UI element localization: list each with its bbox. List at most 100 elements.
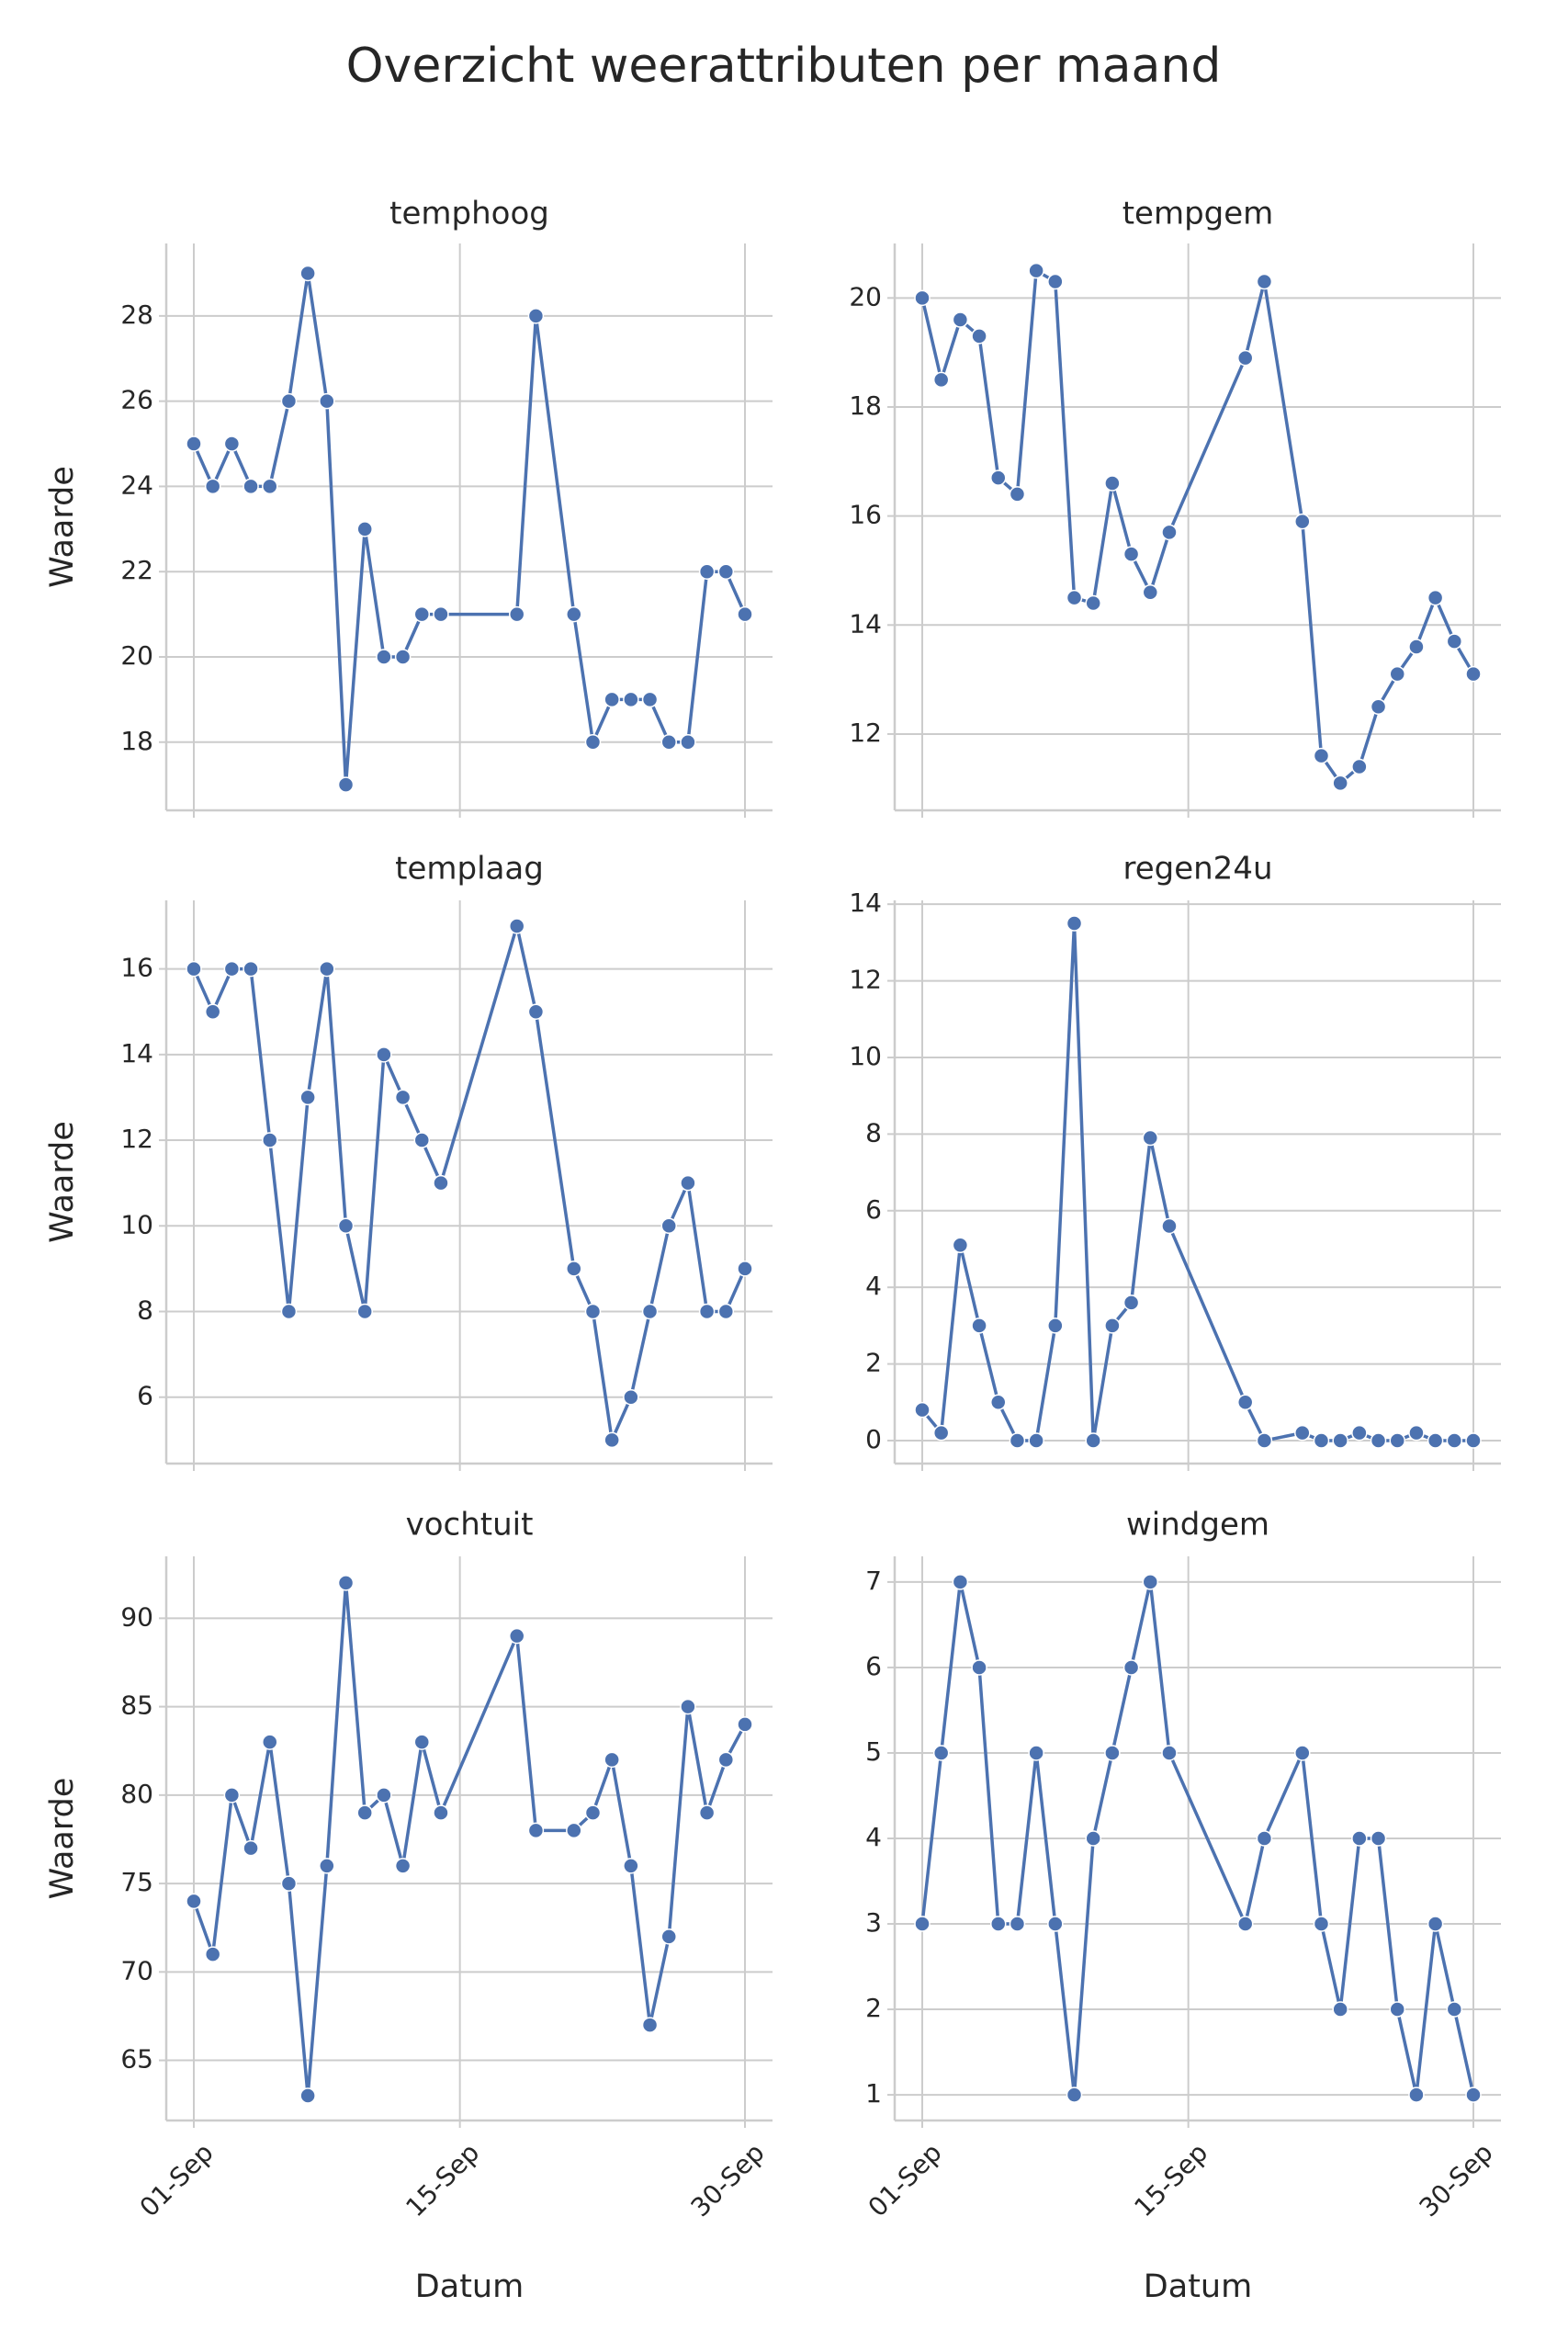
data-point xyxy=(623,691,639,708)
data-point xyxy=(1085,1830,1101,1847)
data-point xyxy=(1370,698,1387,716)
panel-title: temphoog xyxy=(389,196,549,232)
y-tick-label: 65 xyxy=(120,2044,153,2075)
data-point xyxy=(566,605,582,623)
data-point xyxy=(1009,1916,1026,1932)
data-point xyxy=(1351,758,1368,775)
data-point xyxy=(660,1217,677,1235)
data-point xyxy=(1427,589,1444,606)
data-point xyxy=(660,1928,677,1945)
y-tick-label: 16 xyxy=(849,500,882,530)
data-point xyxy=(641,1303,659,1320)
data-point xyxy=(680,1698,696,1715)
data-point xyxy=(1085,594,1101,612)
y-tick-label: 20 xyxy=(120,640,153,671)
data-point xyxy=(1294,513,1311,530)
data-point xyxy=(1122,546,1140,562)
data-point xyxy=(1408,2086,1425,2103)
data-point xyxy=(604,1431,620,1449)
data-point xyxy=(1142,1129,1159,1147)
data-point xyxy=(356,1303,373,1320)
data-point xyxy=(737,1716,753,1733)
data-point xyxy=(1047,273,1064,290)
data-point xyxy=(1161,1217,1178,1235)
data-point xyxy=(1446,2001,1463,2018)
data-point xyxy=(932,371,950,389)
data-point xyxy=(433,1804,449,1821)
data-point xyxy=(1389,1432,1405,1449)
data-point xyxy=(1009,1432,1026,1449)
data-point xyxy=(1294,1424,1311,1442)
data-point xyxy=(299,265,316,282)
data-point xyxy=(262,1734,278,1750)
y-tick-label: 5 xyxy=(865,1736,882,1767)
data-point xyxy=(1446,1432,1463,1449)
data-point xyxy=(971,1659,987,1676)
data-point xyxy=(413,1132,431,1148)
data-point xyxy=(204,1946,221,1962)
data-point xyxy=(337,776,355,793)
data-point xyxy=(1066,589,1083,606)
data-point xyxy=(223,1787,241,1804)
y-tick-label: 14 xyxy=(849,888,882,918)
data-point xyxy=(223,960,241,978)
data-point xyxy=(1313,1916,1330,1932)
data-point xyxy=(1370,1830,1387,1847)
data-point xyxy=(737,605,753,623)
data-point xyxy=(356,1804,373,1821)
data-point xyxy=(914,1916,931,1932)
data-point xyxy=(508,918,525,934)
y-tick-label: 20 xyxy=(849,281,882,311)
data-point xyxy=(698,563,716,580)
data-point xyxy=(1066,915,1083,932)
data-point xyxy=(971,1317,987,1334)
y-tick-label: 0 xyxy=(865,1424,882,1454)
data-point xyxy=(1104,1745,1121,1761)
data-point xyxy=(337,1575,355,1591)
data-point xyxy=(1256,1830,1273,1847)
data-point xyxy=(433,605,449,623)
data-point xyxy=(1313,747,1330,764)
data-point xyxy=(1047,1317,1064,1334)
y-tick-label: 12 xyxy=(849,965,882,995)
y-axis-label: Waarde xyxy=(44,1121,81,1243)
data-point xyxy=(932,1745,950,1761)
panel-title: windgem xyxy=(1126,1507,1269,1544)
data-point xyxy=(717,1751,735,1769)
data-point xyxy=(698,1303,716,1320)
y-tick-label: 24 xyxy=(120,469,153,500)
data-point xyxy=(1446,633,1463,650)
data-point xyxy=(204,1003,221,1020)
data-point xyxy=(223,435,241,452)
y-tick-label: 18 xyxy=(120,726,153,756)
data-point xyxy=(433,1174,449,1192)
y-tick-label: 18 xyxy=(849,390,882,421)
data-point xyxy=(971,328,987,345)
data-point xyxy=(566,1822,582,1839)
data-point xyxy=(299,1089,316,1106)
data-point xyxy=(527,1822,545,1839)
data-point xyxy=(623,1388,639,1406)
data-point xyxy=(319,960,335,978)
data-point xyxy=(1313,1432,1330,1449)
data-point xyxy=(1161,524,1178,541)
data-point xyxy=(1389,2001,1405,2018)
panel-title: tempgem xyxy=(1122,196,1274,232)
data-point xyxy=(1028,1432,1044,1449)
x-axis-label: Datum xyxy=(1144,2268,1252,2305)
y-tick-label: 70 xyxy=(120,1955,153,1985)
data-point xyxy=(914,1401,931,1419)
x-axis-label: Datum xyxy=(415,2268,524,2305)
data-point xyxy=(376,1046,392,1063)
data-point xyxy=(1142,583,1159,601)
data-point xyxy=(1122,1659,1140,1676)
data-point xyxy=(1332,2001,1348,2018)
y-tick-label: 3 xyxy=(865,1907,882,1938)
data-point xyxy=(990,469,1007,486)
data-point xyxy=(508,605,525,623)
data-point xyxy=(1427,1916,1444,1932)
data-point xyxy=(680,1174,696,1192)
data-point xyxy=(1332,1432,1348,1449)
